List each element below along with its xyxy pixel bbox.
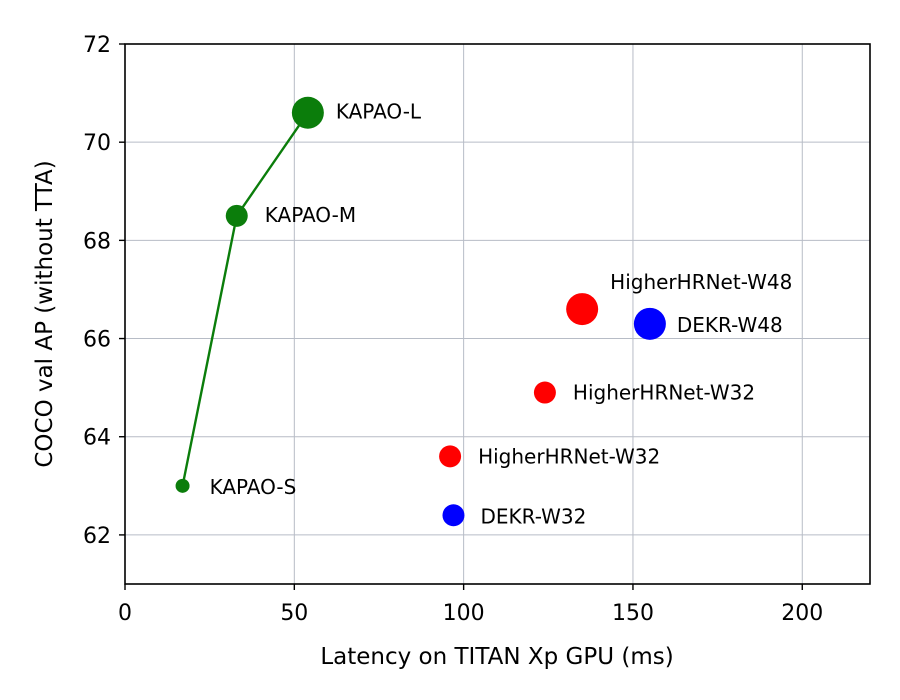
series-line-kapao	[181, 112, 309, 487]
axes: 0 50 100 150 200 62 64 66 68 70 72	[83, 33, 871, 626]
point-label-dekr-w48: DEKR-W48	[677, 313, 783, 337]
y-tick-label: 64	[83, 426, 111, 451]
point-kapao-l	[291, 96, 324, 129]
y-tick-label: 70	[83, 131, 111, 156]
point-labels: KAPAO-S KAPAO-M KAPAO-L HigherHRNet-W32 High…	[210, 100, 793, 529]
point-label-kapao-m: KAPAO-M	[265, 203, 356, 227]
x-tick-label: 150	[612, 601, 654, 626]
point-kapao-s	[175, 478, 190, 493]
x-axis-title: Latency on TITAN Xp GPU (ms)	[320, 644, 673, 670]
point-dekr-w32	[442, 504, 465, 527]
y-tick-label: 62	[83, 524, 111, 549]
y-tick-label: 72	[83, 33, 111, 58]
point-label-higherhrnet-w32: HigherHRNet-W32	[478, 444, 660, 468]
point-higherhrnet-w32	[439, 445, 462, 468]
point-label-kapao-s: KAPAO-S	[210, 475, 297, 499]
data-points	[175, 96, 666, 527]
point-dekr-w48	[633, 307, 666, 340]
x-tick-label: 50	[280, 601, 308, 626]
y-tick-label: 66	[83, 328, 111, 353]
series-lines	[181, 112, 309, 487]
y-axis-title: COCO val AP (without TTA)	[32, 160, 58, 467]
x-tick-label: 100	[443, 601, 485, 626]
point-label-dekr-w32: DEKR-W32	[480, 504, 586, 528]
point-higherhrnet-w32	[533, 381, 556, 404]
point-higherhrnet-w48	[566, 293, 599, 326]
point-label-kapao-l: KAPAO-L	[336, 100, 422, 124]
y-tick-label: 68	[83, 229, 111, 254]
x-tick-label: 200	[781, 601, 823, 626]
point-kapao-m	[225, 204, 248, 227]
plot-frame	[124, 43, 871, 585]
point-label-higherhrnet-w48: HigherHRNet-W48	[610, 270, 792, 294]
point-label-higherhrnet-w32: HigherHRNet-W32	[573, 381, 755, 405]
x-tick-label: 0	[118, 601, 132, 626]
